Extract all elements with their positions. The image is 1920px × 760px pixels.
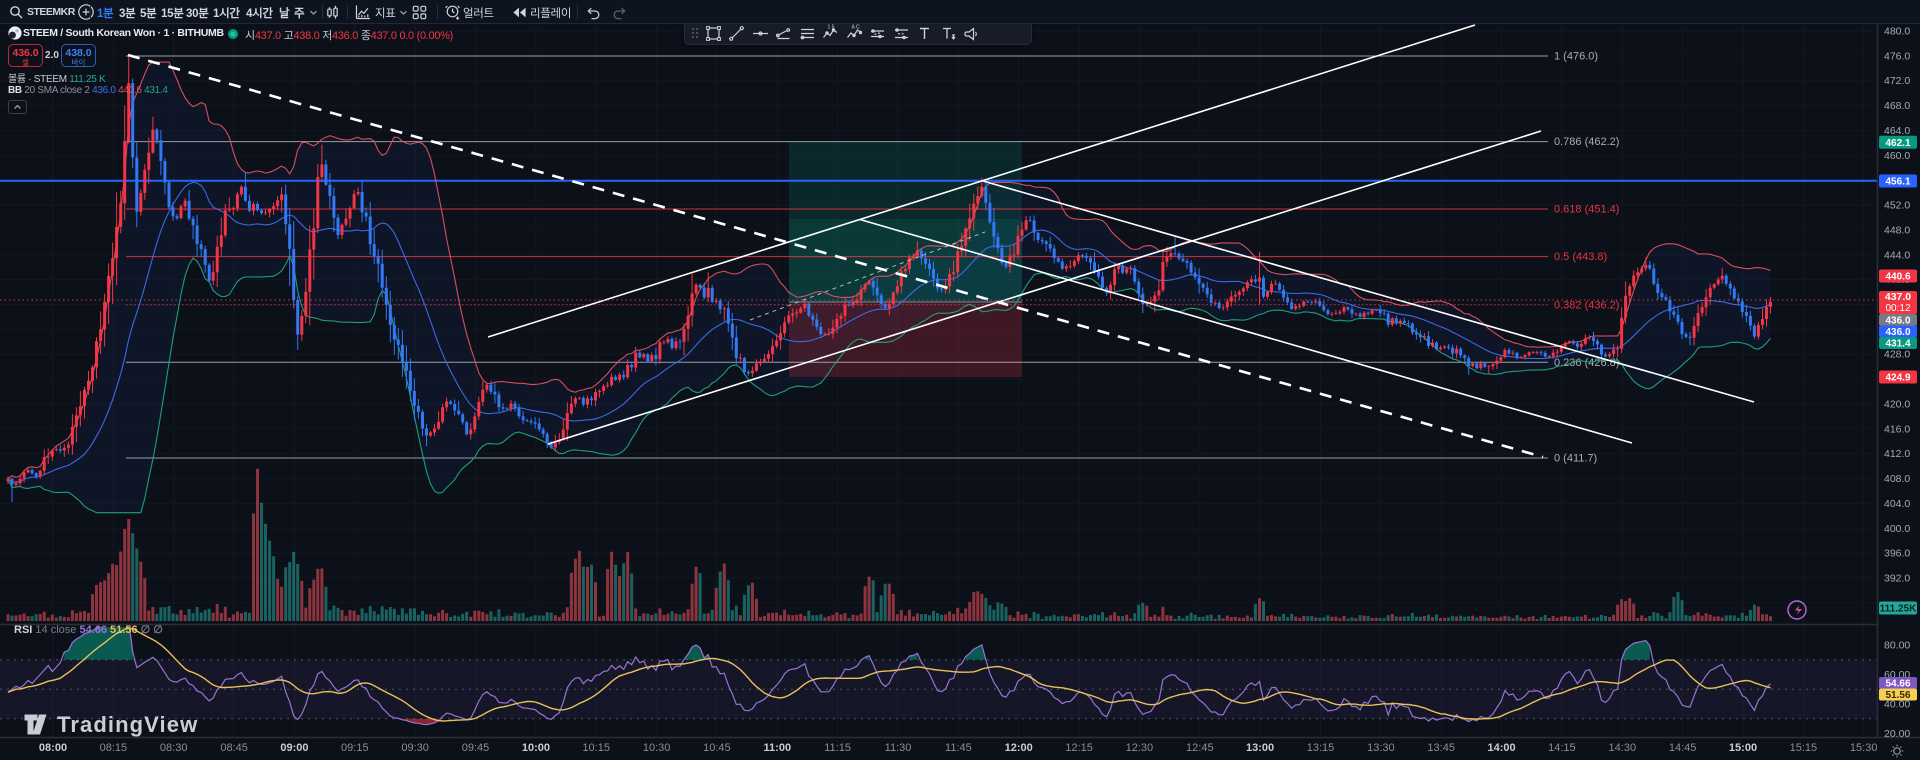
svg-text:476.0: 476.0 xyxy=(1884,50,1910,62)
svg-text:00:12: 00:12 xyxy=(1885,303,1910,314)
svg-text:20.00: 20.00 xyxy=(1884,728,1910,740)
svg-text:462.1: 462.1 xyxy=(1885,138,1910,149)
svg-text:15:30: 15:30 xyxy=(1850,742,1878,754)
svg-text:09:00: 09:00 xyxy=(280,742,308,754)
svg-text:13:45: 13:45 xyxy=(1427,742,1455,754)
svg-text:40.00: 40.00 xyxy=(1884,699,1910,711)
svg-text:0.382 (436.2): 0.382 (436.2) xyxy=(1554,299,1619,311)
svg-text:456.1: 456.1 xyxy=(1885,177,1910,188)
svg-text:12:15: 12:15 xyxy=(1065,742,1093,754)
svg-text:10:30: 10:30 xyxy=(643,742,671,754)
svg-text:10:15: 10:15 xyxy=(582,742,610,754)
svg-text:480.0: 480.0 xyxy=(1884,26,1910,38)
svg-text:440.6: 440.6 xyxy=(1885,272,1910,283)
svg-text:08:15: 08:15 xyxy=(100,742,128,754)
svg-text:404.0: 404.0 xyxy=(1884,498,1910,510)
svg-text:428.0: 428.0 xyxy=(1884,349,1910,361)
svg-text:11:30: 11:30 xyxy=(885,742,912,754)
svg-text:13:30: 13:30 xyxy=(1367,742,1395,754)
svg-text:10:00: 10:00 xyxy=(522,742,550,754)
svg-text:431.4: 431.4 xyxy=(1885,339,1910,350)
svg-text:472.0: 472.0 xyxy=(1884,75,1910,87)
svg-text:464.0: 464.0 xyxy=(1884,125,1910,137)
svg-text:15:15: 15:15 xyxy=(1790,742,1818,754)
svg-text:08:45: 08:45 xyxy=(220,742,248,754)
svg-text:452.0: 452.0 xyxy=(1884,200,1910,212)
svg-text:396.0: 396.0 xyxy=(1884,548,1910,560)
svg-text:412.0: 412.0 xyxy=(1884,448,1910,460)
svg-text:0.5 (443.8): 0.5 (443.8) xyxy=(1554,251,1607,263)
svg-text:408.0: 408.0 xyxy=(1884,473,1910,485)
svg-text:11:00: 11:00 xyxy=(764,742,792,754)
svg-text:460.0: 460.0 xyxy=(1884,150,1910,162)
svg-text:444.0: 444.0 xyxy=(1884,249,1910,261)
svg-text:0.236 (426.8): 0.236 (426.8) xyxy=(1554,357,1619,369)
svg-text:0.618 (451.4): 0.618 (451.4) xyxy=(1554,204,1619,216)
svg-text:420.0: 420.0 xyxy=(1884,399,1910,411)
svg-text:13:00: 13:00 xyxy=(1246,742,1274,754)
svg-text:10:45: 10:45 xyxy=(703,742,731,754)
svg-text:14:00: 14:00 xyxy=(1488,742,1516,754)
svg-text:1 (476.0): 1 (476.0) xyxy=(1554,51,1598,63)
svg-text:436.0: 436.0 xyxy=(1885,327,1910,338)
svg-text:RSI 14 close 54.66 51.56 ∅ ∅: RSI 14 close 54.66 51.56 ∅ ∅ xyxy=(14,624,163,636)
svg-text:424.9: 424.9 xyxy=(1885,373,1910,384)
svg-text:13:15: 13:15 xyxy=(1307,742,1335,754)
svg-text:12:45: 12:45 xyxy=(1186,742,1214,754)
svg-text:12:30: 12:30 xyxy=(1126,742,1154,754)
svg-text:111.25K: 111.25K xyxy=(1880,604,1917,615)
svg-text:09:30: 09:30 xyxy=(401,742,429,754)
svg-text:392.0: 392.0 xyxy=(1884,573,1910,585)
svg-text:436.0: 436.0 xyxy=(1885,316,1910,327)
svg-text:416.0: 416.0 xyxy=(1884,423,1910,435)
svg-text:15:00: 15:00 xyxy=(1729,742,1757,754)
svg-text:12:00: 12:00 xyxy=(1005,742,1033,754)
svg-text:09:45: 09:45 xyxy=(462,742,490,754)
svg-text:11:15: 11:15 xyxy=(824,742,851,754)
svg-text:A C: A C xyxy=(851,24,859,30)
svg-text:400.0: 400.0 xyxy=(1884,523,1910,535)
svg-text:80.00: 80.00 xyxy=(1884,640,1910,652)
svg-text:54.66: 54.66 xyxy=(1885,679,1910,690)
svg-text:09:15: 09:15 xyxy=(341,742,369,754)
svg-text:437.0: 437.0 xyxy=(1885,291,1911,303)
svg-text:08:00: 08:00 xyxy=(39,742,67,754)
svg-text:14:30: 14:30 xyxy=(1609,742,1637,754)
svg-text:14:45: 14:45 xyxy=(1669,742,1697,754)
svg-text:0.786 (462.2): 0.786 (462.2) xyxy=(1554,136,1619,148)
svg-text:11:45: 11:45 xyxy=(945,742,972,754)
svg-text:448.0: 448.0 xyxy=(1884,224,1910,236)
svg-text:51.56: 51.56 xyxy=(1885,690,1910,701)
svg-text:1 5: 1 5 xyxy=(828,24,835,30)
svg-text:08:30: 08:30 xyxy=(160,742,188,754)
svg-text:14:15: 14:15 xyxy=(1548,742,1576,754)
svg-text:0 (411.7): 0 (411.7) xyxy=(1554,453,1597,465)
svg-text:468.0: 468.0 xyxy=(1884,100,1910,112)
